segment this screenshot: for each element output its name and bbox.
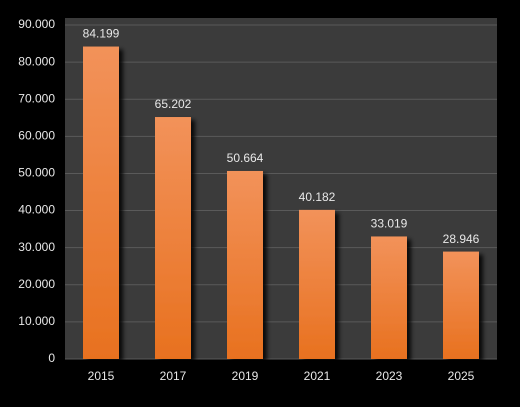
x-tick-label: 2019: [232, 369, 259, 383]
x-tick-label: 2023: [376, 369, 403, 383]
x-tick-label: 2015: [88, 369, 115, 383]
value-label: 33.019: [371, 217, 408, 231]
plot-area: [65, 18, 497, 359]
y-tick-label: 80.000: [18, 54, 55, 68]
value-label: 40.182: [299, 190, 336, 204]
y-tick-label: 50.000: [18, 166, 55, 180]
bar: [227, 170, 263, 359]
y-tick-label: 20.000: [18, 277, 55, 291]
y-tick-label: 0: [48, 351, 55, 365]
y-tick-label: 90.000: [18, 17, 55, 31]
bar: [371, 236, 407, 359]
y-tick-label: 70.000: [18, 91, 55, 105]
x-tick-label: 2017: [160, 369, 187, 383]
bar: [443, 251, 479, 359]
bar: [155, 117, 191, 359]
y-tick-label: 40.000: [18, 203, 55, 217]
y-tick-label: 60.000: [18, 129, 55, 143]
bar: [299, 209, 335, 359]
value-label: 50.664: [227, 151, 264, 165]
bar: [83, 46, 119, 359]
value-label: 65.202: [155, 97, 192, 111]
x-tick-label: 2021: [304, 369, 331, 383]
value-label: 84.199: [83, 27, 120, 41]
x-tick-label: 2025: [448, 369, 475, 383]
value-label: 28.946: [443, 232, 480, 246]
y-tick-label: 10.000: [18, 314, 55, 328]
y-tick-label: 30.000: [18, 240, 55, 254]
